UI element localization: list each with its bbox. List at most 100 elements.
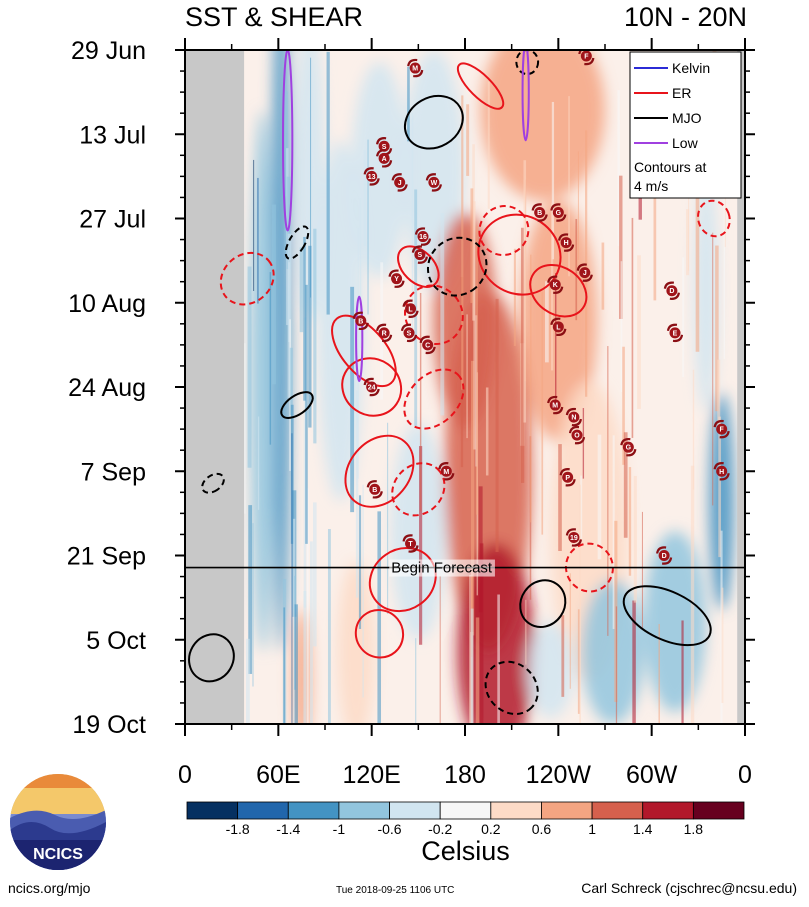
storm-label: K: [553, 282, 558, 289]
anomaly-streak: [411, 113, 414, 339]
anomaly-streak: [244, 343, 246, 514]
anomaly-streak: [525, 599, 527, 665]
storm-symbol: C: [419, 335, 436, 355]
logo-text: NCICS: [33, 846, 83, 863]
x-tick-label: 60W: [626, 761, 678, 789]
anomaly-streak: [252, 523, 254, 687]
anomaly-region: [480, 50, 605, 201]
storm-symbol: J: [576, 263, 593, 282]
y-tick-label: 13 Jul: [79, 121, 146, 149]
er-contour: [341, 357, 403, 417]
anomaly-streak: [247, 266, 252, 468]
storm-symbol: N: [565, 407, 582, 427]
anomaly-streak: [579, 484, 581, 724]
legend-label: Low: [672, 135, 699, 151]
anomaly-streak: [440, 213, 445, 416]
footer-url[interactable]: ncics.org/mjo: [8, 880, 91, 896]
anomaly-region: [519, 200, 598, 442]
anomaly-streak: [597, 434, 602, 560]
anomaly-streak: [291, 433, 293, 724]
anomaly-streak: [362, 484, 364, 698]
anomaly-streak: [355, 390, 359, 598]
storm-label: 24: [368, 385, 376, 392]
colorbar-cell: [541, 801, 593, 820]
storm-symbol: L: [550, 317, 567, 337]
anomaly-streak: [288, 262, 291, 343]
anomaly-streak: [569, 573, 571, 689]
mjo-contour: [484, 660, 539, 716]
storm-symbol: G: [550, 203, 567, 222]
storm-label: J: [583, 270, 587, 277]
anomaly-streak: [359, 198, 362, 348]
storm-symbol: D: [663, 281, 680, 300]
colorbar-cell: [338, 801, 390, 820]
colorbar-cell: [490, 801, 542, 820]
anomaly-streak: [466, 314, 468, 439]
colorbar-tick-label: -1: [333, 821, 346, 837]
anomaly-streak: [487, 81, 490, 209]
anomaly-region: [527, 621, 574, 718]
er-contour: [403, 368, 465, 430]
anomaly-streak: [690, 465, 695, 724]
mjo-contour: [622, 585, 712, 647]
mjo-contour: [201, 472, 225, 494]
legend-note: 4 m/s: [634, 178, 668, 194]
anomaly-streak: [470, 360, 475, 636]
anomaly-streak: [622, 346, 625, 465]
land-mask: [737, 50, 745, 724]
storm-label: H: [719, 469, 724, 476]
y-tick-label: 27 Jul: [79, 206, 146, 234]
storm-symbol: 16: [414, 227, 432, 246]
anomaly-streak: [631, 217, 634, 438]
er-contour: [344, 434, 415, 508]
anomaly-streak: [692, 369, 695, 490]
anomaly-streak: [367, 139, 369, 315]
anomaly-streak: [541, 291, 544, 535]
anomaly-streak: [303, 236, 306, 401]
anomaly-streak: [475, 225, 478, 515]
anomaly-streak: [653, 157, 657, 301]
storm-symbol: 13: [363, 167, 380, 186]
anomaly-streak: [286, 176, 291, 270]
anomaly-streak: [377, 511, 382, 724]
anomaly-streak: [350, 286, 355, 513]
storm-symbol: A: [376, 149, 393, 168]
storm-symbol: M: [547, 395, 564, 415]
anomaly-streak: [628, 467, 632, 576]
anomaly-streak: [695, 120, 700, 352]
storm-label: S: [418, 252, 423, 259]
colorbar-tick-label: 0.2: [481, 821, 501, 837]
chart-title: SST & SHEAR: [185, 2, 364, 32]
storm-label: M: [443, 469, 449, 476]
storm-label: B: [537, 210, 542, 217]
er-contour: [397, 245, 440, 288]
storm-symbol: G: [620, 437, 637, 457]
mjo-contour: [284, 225, 310, 260]
anomaly-streak: [582, 408, 585, 479]
anomaly-streak: [473, 201, 476, 450]
storm-symbol: S: [400, 323, 418, 343]
anomaly-region: [250, 110, 276, 652]
storm-symbol: B: [366, 480, 383, 499]
colorbar-tick-label: 0.6: [532, 821, 552, 837]
anomaly-streak: [309, 541, 313, 724]
anomaly-streak: [497, 594, 500, 724]
colorbar-tick-label: -1.8: [226, 821, 250, 837]
anomaly-streak: [723, 99, 725, 359]
colorbar-tick-label: -0.2: [428, 821, 452, 837]
footer-timestamp: Tue 2018-09-25 1106 UTC: [336, 885, 455, 896]
storm-label: G: [626, 445, 632, 452]
anomaly-streak: [568, 96, 570, 277]
storm-label: M: [552, 403, 558, 410]
anomaly-streak: [303, 590, 307, 724]
anomaly-streak: [479, 543, 484, 724]
anomaly-streak: [308, 245, 312, 428]
storm-symbol: T: [402, 534, 419, 553]
anomaly-streak: [601, 242, 605, 310]
storm-symbol: P: [559, 468, 576, 487]
colorbar-tick-label: 1.8: [684, 821, 704, 837]
footer-credit: Carl Schreck (cjschrec@ncsu.edu): [581, 880, 797, 896]
anomaly-streak: [513, 248, 516, 346]
anomaly-streak: [327, 529, 331, 724]
